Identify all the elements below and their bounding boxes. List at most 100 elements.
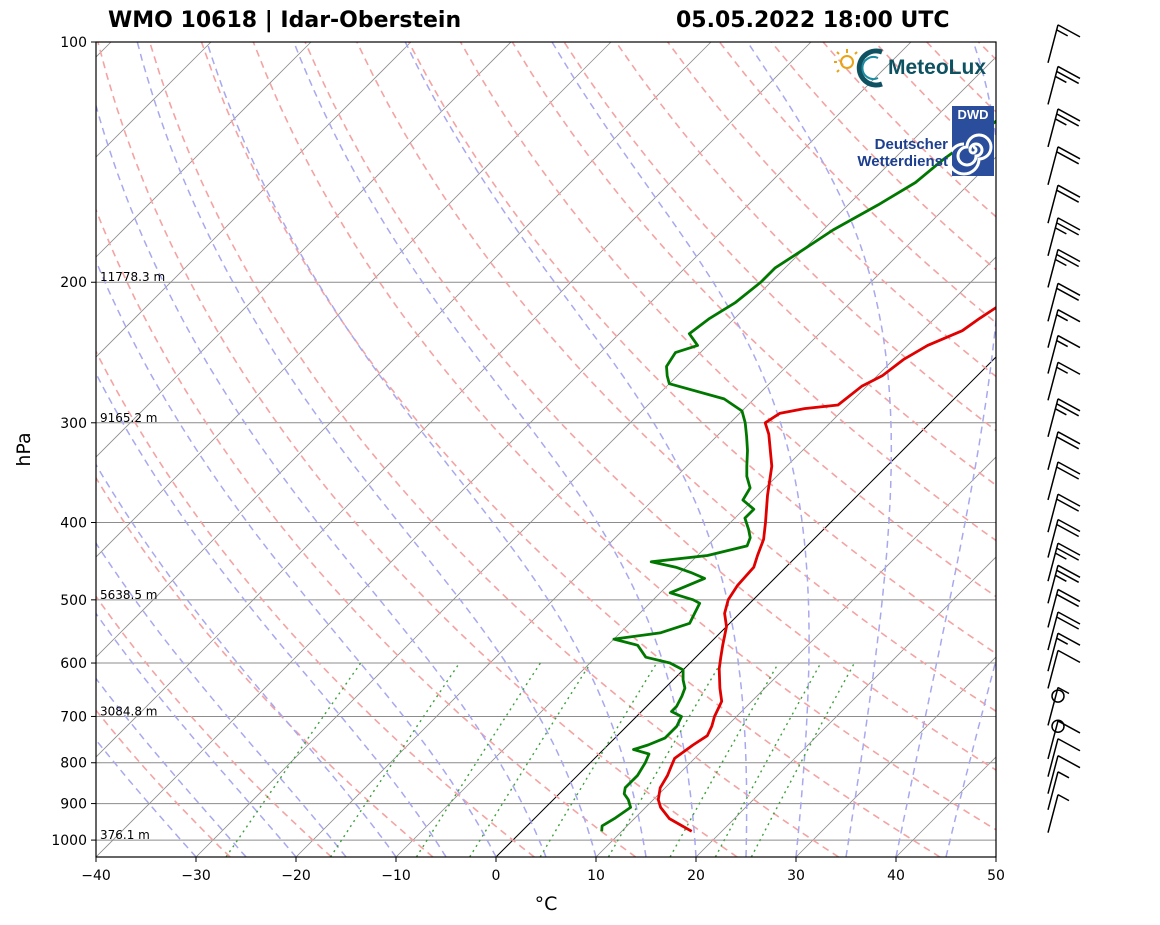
wind-barb	[1047, 632, 1081, 672]
barb-flag	[1056, 253, 1080, 268]
barb-flag	[1055, 574, 1067, 582]
barb-flag	[1057, 309, 1081, 323]
wind-barb	[1047, 184, 1081, 224]
barb-staff	[1047, 542, 1059, 582]
x-tick-label: 30	[787, 868, 805, 884]
x-tick-label: −10	[381, 868, 411, 884]
barb-flag	[1057, 217, 1081, 231]
wind-barb	[1047, 754, 1081, 794]
barb-flag	[1056, 593, 1080, 608]
calm-circle	[1051, 719, 1065, 733]
moist-adiabat-line	[96, 103, 547, 857]
dwd-line1: Deutscher	[874, 136, 948, 153]
barb-flag	[1056, 466, 1080, 480]
wind-barb	[1047, 611, 1081, 651]
barb-flag	[1057, 564, 1081, 578]
isotherm-line	[96, 42, 312, 258]
wind-barb	[1051, 719, 1065, 733]
wind-barb	[1047, 461, 1081, 501]
barb-flag	[1056, 523, 1080, 538]
height-label: 11778.3 m	[100, 270, 165, 284]
barb-flag	[1055, 552, 1067, 560]
barb-flag	[1057, 686, 1070, 695]
wind-barb	[1051, 689, 1065, 703]
barb-flag	[1056, 366, 1069, 374]
wind-barb	[1047, 493, 1081, 533]
barb-staff	[1047, 611, 1059, 651]
isotherm-line	[96, 42, 412, 358]
barb-staff	[1047, 493, 1059, 533]
meteolux-wordmark: MeteoLux	[888, 56, 987, 79]
y-tick-label: 500	[60, 593, 87, 609]
barb-staff	[1047, 398, 1059, 437]
wind-barb	[1047, 334, 1081, 374]
x-tick-label: −40	[81, 868, 111, 884]
moist-adiabat-line	[96, 541, 347, 857]
y-tick-label: 600	[60, 656, 87, 672]
moist-adiabat-line	[96, 612, 297, 857]
barb-staff	[1047, 217, 1059, 257]
dwd-logo: Deutscher Wetterdienst DWD	[832, 106, 997, 178]
barb-flag	[1056, 29, 1069, 37]
x-axis-label: °C	[535, 893, 558, 915]
barb-flag	[1057, 184, 1081, 198]
barb-flag	[1055, 258, 1067, 267]
height-label: 9165.2 m	[100, 411, 158, 425]
isotherm-line	[795, 656, 996, 857]
moist-adiabat-line	[895, 42, 996, 857]
height-label: 3084.8 m	[100, 704, 158, 718]
barb-staff	[1047, 249, 1059, 288]
barb-flag	[1055, 118, 1067, 126]
barb-flag	[1057, 334, 1081, 349]
dry-adiabat-line	[148, 42, 840, 857]
barb-staff	[1047, 589, 1059, 628]
dwd-wordmark: Deutscher Wetterdienst	[832, 136, 948, 170]
isotherm-line	[96, 42, 612, 558]
dry-adiabat-line	[96, 476, 434, 857]
barb-flag	[1056, 569, 1080, 583]
barb-staff	[1047, 309, 1059, 348]
y-tick-label: 100	[60, 35, 87, 51]
dry-adiabat-line	[977, 42, 996, 61]
barb-flag	[1057, 632, 1081, 646]
barb-flag	[1055, 75, 1067, 84]
wind-barb	[1047, 217, 1081, 257]
x-tick-label: 0	[492, 868, 501, 884]
barb-staff	[1047, 283, 1059, 322]
barb-flag	[1056, 616, 1080, 630]
dwd-badge-label: DWD	[957, 107, 989, 122]
moist-adiabat-line	[96, 677, 247, 857]
moist-adiabat-line	[96, 371, 447, 857]
barb-flag	[1057, 282, 1081, 296]
wind-barb	[1047, 793, 1070, 833]
barb-flag	[1057, 771, 1070, 779]
datetime-title: 05.05.2022 18:00 UTC	[676, 8, 950, 33]
barb-flag	[1056, 498, 1080, 512]
plot-frame	[95, 41, 997, 858]
barb-staff	[1047, 755, 1059, 794]
dry-adiabat-line	[96, 595, 333, 857]
barb-flag	[1056, 547, 1080, 561]
x-tick-label: −30	[181, 868, 211, 884]
wind-barb	[1047, 361, 1081, 401]
barb-flag	[1057, 461, 1081, 475]
height-label: 5638.5 m	[100, 588, 158, 602]
x-tick-label: −20	[281, 868, 311, 884]
y-tick-label: 900	[60, 797, 87, 813]
barb-flag	[1057, 518, 1081, 533]
barb-staff	[1047, 771, 1059, 810]
barb-flag	[1056, 436, 1080, 450]
isotherm-line	[96, 42, 812, 758]
sun-icon	[834, 48, 883, 88]
wind-barb	[1047, 309, 1081, 348]
x-tick-label: 10	[587, 868, 605, 884]
barb-staff	[1047, 738, 1059, 777]
wind-barb	[1047, 588, 1081, 628]
wind-barb	[1047, 649, 1081, 689]
barb-staff	[1047, 146, 1059, 185]
mixing-ratio-line	[469, 662, 592, 857]
barb-flag	[1057, 493, 1081, 507]
dry-adiabat-line	[459, 42, 996, 598]
isotherm-line	[395, 256, 996, 857]
isotherm-line	[595, 456, 996, 857]
